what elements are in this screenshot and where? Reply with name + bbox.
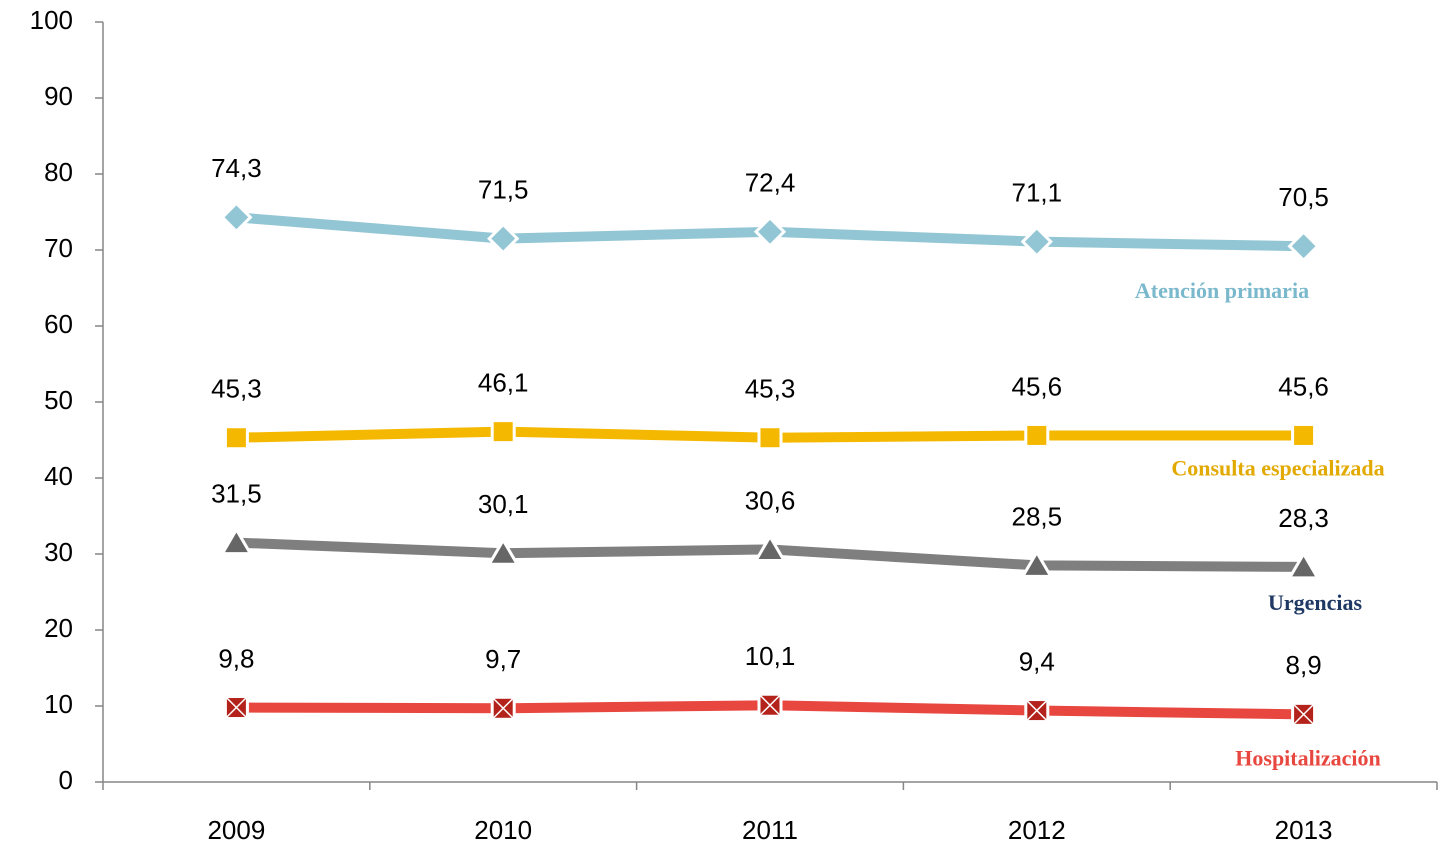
value-label: 71,5 <box>478 174 529 204</box>
value-label: 9,4 <box>1019 646 1055 676</box>
x-tick-label: 2012 <box>1008 815 1066 845</box>
y-tick-label: 100 <box>30 5 73 35</box>
marker-cross <box>758 693 782 717</box>
value-label: 8,9 <box>1286 650 1322 680</box>
marker <box>223 425 249 451</box>
marker-cross <box>1025 699 1049 723</box>
series-label: Hospitalización <box>1235 745 1380 770</box>
series-label: Consulta especializada <box>1171 455 1384 480</box>
y-tick-label: 40 <box>44 461 73 491</box>
x-tick-label: 2013 <box>1275 815 1333 845</box>
marker <box>1286 550 1321 580</box>
marker <box>1291 422 1317 448</box>
x-tick-label: 2010 <box>474 815 532 845</box>
value-label: 71,1 <box>1011 178 1062 208</box>
y-tick-label: 30 <box>44 537 73 567</box>
y-tick-label: 90 <box>44 81 73 111</box>
marker <box>490 419 516 445</box>
marker <box>757 425 783 451</box>
value-label: 45,6 <box>1278 371 1329 401</box>
y-tick-label: 80 <box>44 157 73 187</box>
marker-cross <box>224 695 248 720</box>
value-label: 10,1 <box>745 641 796 671</box>
marker <box>220 201 253 234</box>
marker <box>1020 549 1054 578</box>
y-tick-label: 20 <box>44 613 73 643</box>
marker <box>486 537 520 566</box>
y-tick-label: 50 <box>44 385 73 415</box>
value-label: 45,3 <box>745 374 796 404</box>
y-tick-label: 70 <box>44 233 73 263</box>
value-label: 70,5 <box>1278 182 1329 212</box>
y-tick-label: 60 <box>44 309 73 339</box>
marker <box>753 215 787 248</box>
series-label: Urgencias <box>1268 590 1363 615</box>
value-label: 30,6 <box>745 485 796 515</box>
marker <box>219 526 254 556</box>
value-label: 9,8 <box>218 643 254 673</box>
marker <box>1020 225 1053 258</box>
value-label: 45,3 <box>211 374 262 404</box>
value-label: 74,3 <box>211 153 262 183</box>
marker-cross <box>1292 702 1316 726</box>
marker <box>487 222 520 255</box>
value-label: 31,5 <box>211 478 262 508</box>
value-label: 9,7 <box>485 644 521 674</box>
marker-cross <box>491 696 515 720</box>
marker <box>1287 230 1320 263</box>
value-label: 28,5 <box>1011 501 1062 531</box>
y-tick-label: 0 <box>59 765 73 795</box>
x-tick-label: 2009 <box>207 815 265 845</box>
marker <box>1024 422 1050 448</box>
x-tick-label: 2011 <box>742 815 798 845</box>
y-tick-label: 10 <box>44 689 73 719</box>
marker <box>753 533 787 562</box>
value-label: 46,1 <box>478 368 529 398</box>
value-label: 28,3 <box>1278 503 1329 533</box>
value-label: 72,4 <box>745 168 796 198</box>
value-label: 45,6 <box>1011 371 1062 401</box>
value-label: 30,1 <box>478 489 529 519</box>
series-label: Atención primaria <box>1135 278 1309 303</box>
